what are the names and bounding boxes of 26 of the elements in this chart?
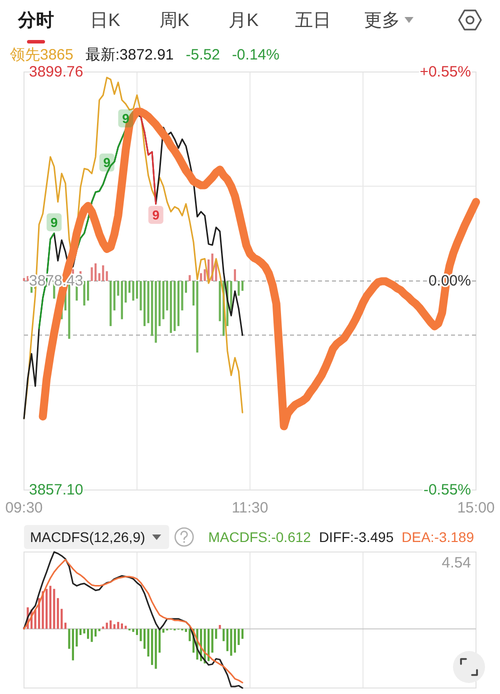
annotation: 9 (152, 207, 160, 222)
text: 五日 (294, 10, 331, 30)
text: 日K (90, 10, 120, 30)
x-tick-label: 15:00 (457, 500, 495, 516)
text: 最新:3872.91 (85, 46, 174, 64)
y2-tick-label: -0.55% (423, 482, 471, 498)
chart-title: MACDFS(12,26,9) (30, 529, 146, 545)
text: DIFF:-3.495 (318, 529, 394, 545)
text: -5.52 (186, 46, 220, 64)
text: MACDFS:-0.612 (208, 529, 312, 545)
text: 分时 (17, 10, 54, 30)
text: 领先3865 (10, 46, 74, 64)
annotation: 4.54 (442, 554, 471, 572)
y-tick-label: 3857.10 (29, 482, 84, 498)
text: DEA:-3.189 (402, 529, 474, 545)
annotation: 9 (103, 155, 110, 170)
text: 月K (228, 10, 259, 30)
y2-tick-label: +0.55% (420, 64, 471, 80)
text: 周K (159, 10, 190, 30)
annotation: 9 (50, 214, 58, 230)
y-tick-label: 3899.76 (29, 64, 84, 80)
text: -0.14% (232, 46, 280, 64)
x-tick-label: 09:30 (5, 500, 43, 516)
x-tick-label: 11:30 (232, 500, 268, 516)
text: 更多 (364, 10, 400, 30)
annotation: 9 (122, 110, 130, 126)
